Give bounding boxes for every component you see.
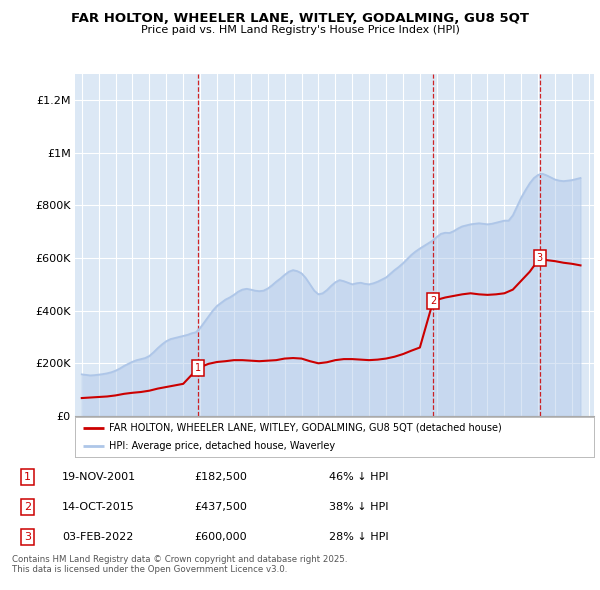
Text: 2: 2 — [24, 502, 31, 512]
Text: 1: 1 — [24, 472, 31, 482]
Text: 3: 3 — [24, 532, 31, 542]
Text: 28% ↓ HPI: 28% ↓ HPI — [329, 532, 389, 542]
Text: 19-NOV-2001: 19-NOV-2001 — [62, 472, 136, 482]
Text: 03-FEB-2022: 03-FEB-2022 — [62, 532, 133, 542]
Text: Price paid vs. HM Land Registry's House Price Index (HPI): Price paid vs. HM Land Registry's House … — [140, 25, 460, 35]
Text: FAR HOLTON, WHEELER LANE, WITLEY, GODALMING, GU8 5QT: FAR HOLTON, WHEELER LANE, WITLEY, GODALM… — [71, 12, 529, 25]
Text: 38% ↓ HPI: 38% ↓ HPI — [329, 502, 389, 512]
Text: 1: 1 — [195, 363, 202, 373]
Text: £437,500: £437,500 — [194, 502, 247, 512]
Text: HPI: Average price, detached house, Waverley: HPI: Average price, detached house, Wave… — [109, 441, 335, 451]
Text: 3: 3 — [536, 253, 543, 263]
Text: 2: 2 — [430, 296, 436, 306]
Text: Contains HM Land Registry data © Crown copyright and database right 2025.
This d: Contains HM Land Registry data © Crown c… — [12, 555, 347, 574]
Text: 46% ↓ HPI: 46% ↓ HPI — [329, 472, 389, 482]
Text: 14-OCT-2015: 14-OCT-2015 — [62, 502, 134, 512]
Text: £182,500: £182,500 — [194, 472, 247, 482]
Text: FAR HOLTON, WHEELER LANE, WITLEY, GODALMING, GU8 5QT (detached house): FAR HOLTON, WHEELER LANE, WITLEY, GODALM… — [109, 423, 502, 433]
Text: £600,000: £600,000 — [194, 532, 247, 542]
